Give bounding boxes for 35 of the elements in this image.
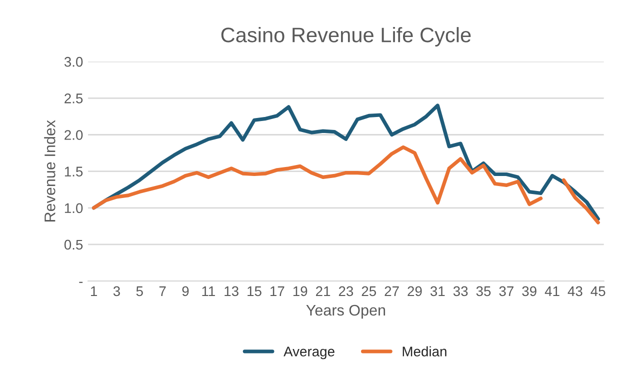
- y-tick-label: 0.5: [64, 240, 83, 250]
- x-tick-label: 41: [544, 286, 560, 296]
- x-tick-label: 15: [248, 286, 262, 296]
- x-tick-label: 1: [90, 286, 97, 296]
- x-tick-label: 27: [384, 286, 399, 296]
- x-tick-label: 45: [590, 286, 606, 296]
- y-tick-label: -: [79, 282, 83, 283]
- x-tick-label: 43: [568, 286, 582, 296]
- y-tick-label: 1.5: [64, 166, 83, 176]
- x-tick-label: 3: [113, 286, 120, 296]
- x-tick-label: 5: [136, 286, 143, 296]
- x-tick-label: 29: [408, 286, 422, 296]
- legend-label: Average: [284, 346, 334, 360]
- y-tick-label: 1.0: [64, 203, 83, 214]
- x-tick-label: 39: [522, 286, 536, 296]
- x-tick-label: 7: [159, 286, 166, 296]
- x-tick-label: 35: [476, 286, 491, 296]
- x-tick-label: 19: [293, 286, 308, 296]
- y-tick-label: 2.5: [64, 94, 83, 104]
- x-tick-label: 11: [202, 286, 215, 296]
- y-tick-label: 2.0: [64, 130, 83, 140]
- x-tick-label: 33: [453, 286, 468, 296]
- y-axis-title: Revenue Index: [44, 120, 56, 222]
- chart-title: Casino Revenue Life Cycle: [221, 27, 471, 46]
- x-axis-title: Years Open: [306, 304, 386, 319]
- x-tick-label: 13: [224, 286, 238, 296]
- x-tick-label: 25: [362, 286, 376, 296]
- x-tick-label: 31: [430, 286, 445, 296]
- x-tick-label: 9: [182, 286, 189, 296]
- y-tick-label: 3.0: [64, 56, 83, 67]
- x-tick-label: 37: [499, 286, 514, 296]
- x-tick-label: 21: [316, 286, 330, 296]
- legend-label: Median: [402, 346, 446, 356]
- x-tick-label: 17: [270, 286, 284, 296]
- x-tick-label: 23: [338, 286, 354, 296]
